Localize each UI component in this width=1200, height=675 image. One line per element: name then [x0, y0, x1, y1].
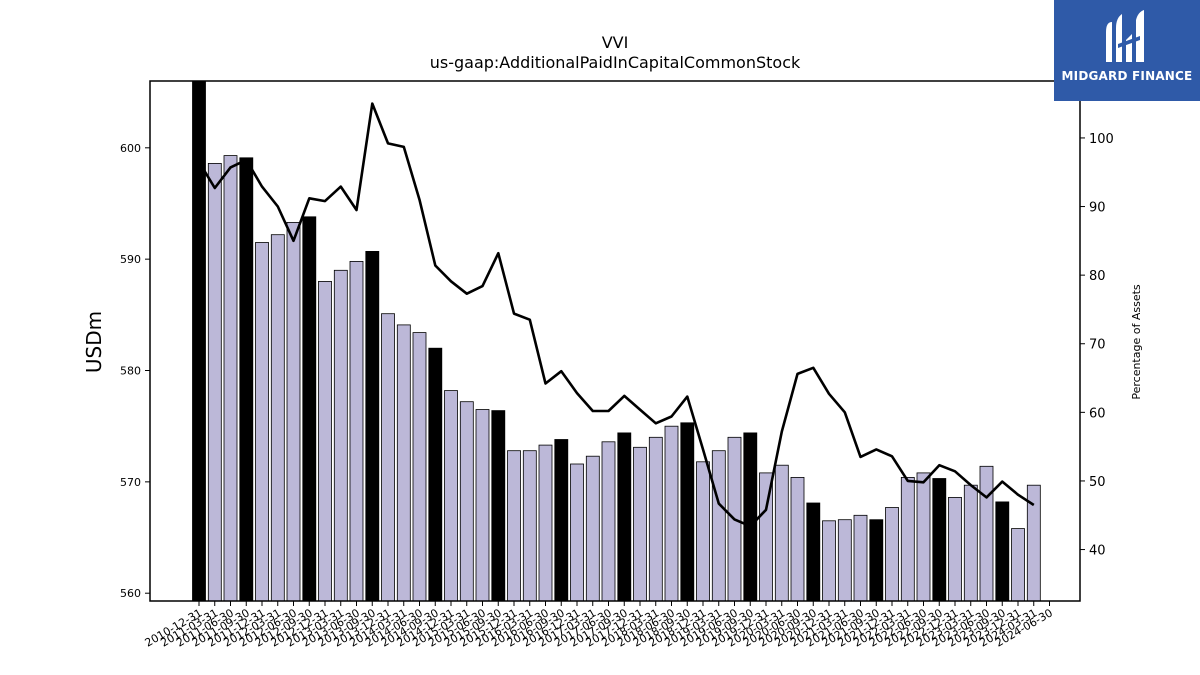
- bar: [207, 162, 222, 602]
- bar: [459, 401, 474, 602]
- bar: [223, 155, 238, 602]
- y2-tick-label: 80: [1089, 269, 1106, 284]
- bar: [837, 519, 852, 602]
- y2-tick-label: 40: [1089, 544, 1106, 559]
- logo-mark-icon: [1106, 10, 1144, 62]
- bar: [365, 250, 380, 602]
- bar: [916, 472, 931, 602]
- bar-series: [192, 80, 1041, 602]
- bar: [255, 242, 269, 602]
- bar: [554, 439, 569, 602]
- bar: [349, 260, 364, 602]
- bar: [979, 465, 994, 602]
- bar: [444, 390, 458, 602]
- bar: [396, 324, 411, 602]
- bar: [333, 269, 348, 602]
- bar: [885, 507, 899, 602]
- bar: [948, 496, 962, 602]
- y-tick-label: 590: [120, 253, 141, 266]
- line-path: [197, 102, 1035, 528]
- bar: [570, 463, 584, 602]
- bar: [617, 432, 632, 602]
- y2-tick-label: 60: [1089, 406, 1106, 421]
- bar: [743, 432, 758, 602]
- bar: [428, 347, 443, 602]
- bar: [648, 436, 663, 602]
- logo: MIDGARD FINANCE: [1054, 0, 1200, 101]
- bar: [302, 216, 317, 602]
- y-tick-label: 560: [120, 587, 141, 600]
- bar: [664, 425, 679, 602]
- bar: [239, 157, 254, 602]
- bar: [522, 450, 537, 602]
- bar: [491, 410, 506, 602]
- bar: [381, 313, 395, 602]
- y-tick-label: 570: [120, 476, 141, 489]
- bar: [900, 476, 915, 602]
- y2-tick-label: 70: [1089, 338, 1106, 353]
- bar: [932, 478, 947, 602]
- bar: [270, 234, 285, 602]
- chart-subtitle: us-gaap:AdditionalPaidInCapitalCommonSto…: [430, 53, 801, 72]
- y2-tick-label: 100: [1089, 132, 1114, 147]
- y2-tick-label: 90: [1089, 201, 1106, 216]
- chart-title: VVI: [602, 33, 629, 52]
- plot-frame: [149, 80, 1081, 602]
- bar: [963, 484, 978, 602]
- axes: 5605705805906004050607080901002010-12-31…: [120, 80, 1114, 650]
- logo-text: MIDGARD FINANCE: [1061, 69, 1193, 83]
- bar: [585, 455, 600, 602]
- bar: [475, 409, 490, 602]
- bar: [711, 450, 726, 602]
- bar: [507, 450, 521, 602]
- bar: [1011, 528, 1025, 602]
- bar: [696, 461, 710, 602]
- bar: [680, 422, 695, 602]
- bar: [192, 80, 206, 602]
- bar: [790, 476, 805, 602]
- y-axis-label: USDm: [82, 311, 106, 373]
- bar: [601, 441, 616, 602]
- y2-tick-label: 50: [1089, 475, 1106, 490]
- bar: [995, 501, 1010, 602]
- bar: [853, 514, 868, 602]
- bar: [633, 446, 647, 602]
- bar: [286, 221, 301, 602]
- bar: [806, 502, 821, 602]
- y-tick-label: 600: [120, 142, 141, 155]
- line-series: [197, 102, 1035, 528]
- y2-axis-label: Percentage of Assets: [1130, 284, 1143, 400]
- bar: [318, 280, 332, 602]
- bar: [538, 444, 553, 602]
- y-tick-label: 580: [120, 365, 141, 378]
- bar: [869, 519, 884, 602]
- bar: [822, 520, 836, 602]
- bar: [774, 464, 789, 602]
- bar: [412, 332, 427, 602]
